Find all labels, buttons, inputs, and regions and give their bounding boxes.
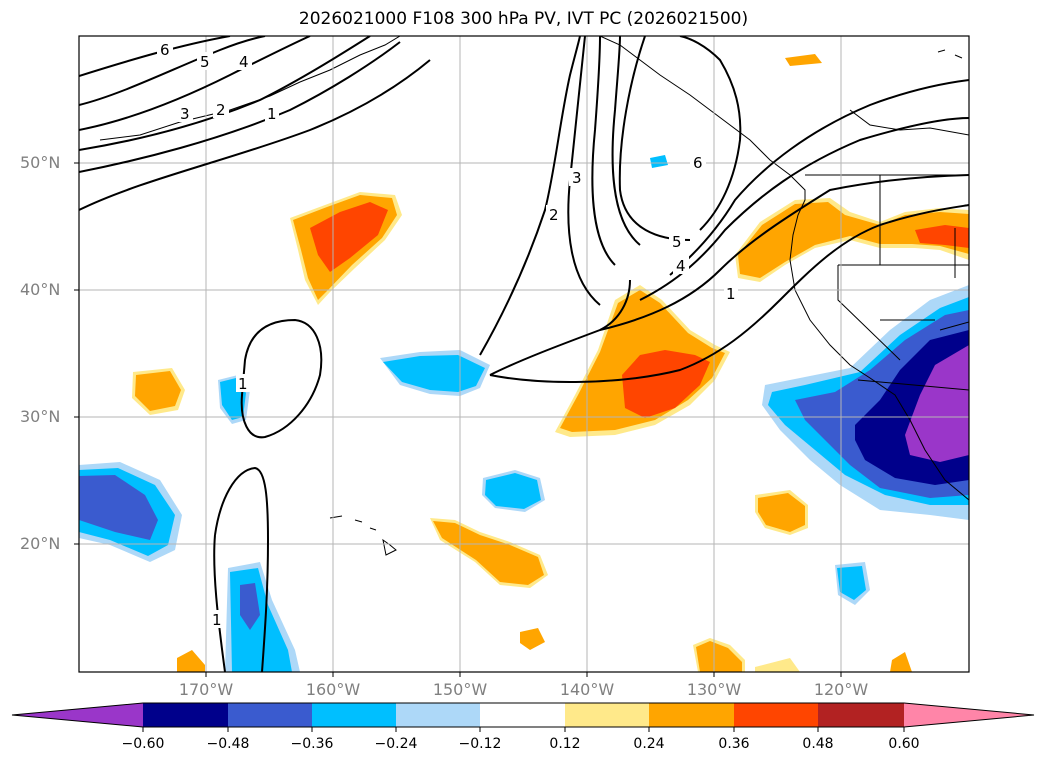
svg-text:1: 1 xyxy=(726,285,736,303)
colorbar-under-triangle xyxy=(12,703,143,727)
contour-labels: 6 5 4 3 2 1 2 3 6 5 4 1 1 1 xyxy=(157,40,738,629)
positive-anomaly-small-west xyxy=(132,368,185,415)
svg-text:3: 3 xyxy=(572,169,582,187)
colorbar-over-triangle xyxy=(904,703,1034,727)
colorbar-tick: 0.24 xyxy=(633,736,665,752)
svg-text:2: 2 xyxy=(549,206,559,224)
svg-text:6: 6 xyxy=(693,154,703,172)
svg-text:1: 1 xyxy=(212,611,222,629)
colorbar-tick: 0.12 xyxy=(549,736,581,752)
colorbar-tick: −0.24 xyxy=(374,736,418,752)
map-frame xyxy=(78,35,970,673)
colorbar-tick: −0.36 xyxy=(290,736,334,752)
colorbar-tick: −0.12 xyxy=(458,736,502,752)
lat-label-20n: 20°N xyxy=(20,534,61,553)
svg-text:4: 4 xyxy=(676,257,686,275)
axis-ticks xyxy=(74,162,842,677)
negative-anomaly-southwest xyxy=(762,285,969,520)
svg-text:6: 6 xyxy=(160,41,170,59)
lon-label-160w: 160°W xyxy=(305,680,361,699)
svg-text:5: 5 xyxy=(200,53,210,71)
negative-anomaly-west-edge xyxy=(79,462,182,562)
colorbar-tick: −0.60 xyxy=(121,736,165,752)
colorbar-tick: 0.36 xyxy=(718,736,750,752)
lat-label-40n: 40°N xyxy=(20,280,61,299)
svg-text:1: 1 xyxy=(267,105,277,123)
svg-text:3: 3 xyxy=(180,105,190,123)
svg-text:2: 2 xyxy=(216,101,226,119)
svg-text:1: 1 xyxy=(238,375,248,393)
negative-anomaly-southeast xyxy=(835,562,870,605)
colorbar-tick: −0.48 xyxy=(206,736,250,752)
svg-text:4: 4 xyxy=(239,53,249,71)
lon-label-170w: 170°W xyxy=(178,680,234,699)
colorbar-tick: 0.48 xyxy=(802,736,834,752)
lon-label-130w: 130°W xyxy=(686,680,742,699)
positive-anomaly-south-cluster xyxy=(177,54,912,672)
coastlines xyxy=(99,36,969,556)
lat-label-30n: 30°N xyxy=(20,407,61,426)
map-title: 2026021000 F108 300 hPa PV, IVT PC (2026… xyxy=(298,9,749,29)
positive-anomaly-east xyxy=(755,490,808,535)
svg-text:5: 5 xyxy=(672,233,682,251)
negative-anomaly-south xyxy=(225,562,300,672)
lon-label-150w: 150°W xyxy=(432,680,488,699)
negative-anomaly-hawaii-north xyxy=(482,470,545,512)
negative-anomaly-speck xyxy=(650,155,668,168)
lon-label-140w: 140°W xyxy=(559,680,615,699)
colorbar xyxy=(11,702,1035,732)
colorbar-tick: 0.60 xyxy=(888,736,920,752)
pv-contours xyxy=(79,36,969,672)
positive-anomaly-west-pacific xyxy=(290,192,402,305)
lon-label-120w: 120°W xyxy=(813,680,869,699)
lat-label-50n: 50°N xyxy=(20,153,61,172)
